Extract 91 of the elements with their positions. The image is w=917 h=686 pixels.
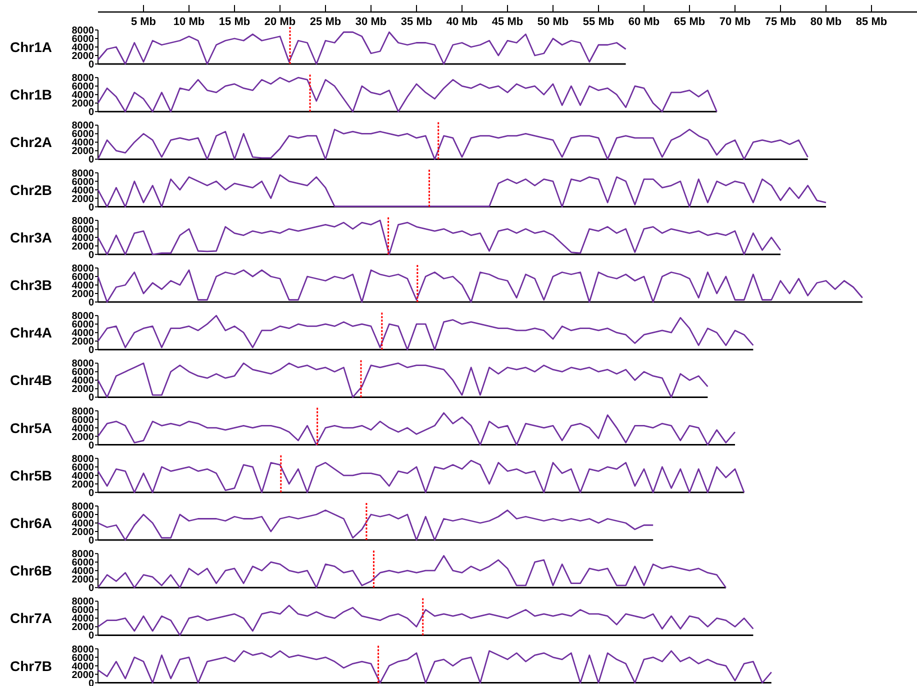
- line-series: [97, 76, 718, 112]
- y-tick-label: 6000: [72, 34, 94, 45]
- line-series: [97, 314, 754, 350]
- text: Chr3B: [10, 277, 52, 293]
- line-series: [97, 460, 745, 494]
- y-tick-label: 6000: [72, 224, 94, 236]
- y-tick-label: 4000: [72, 661, 94, 672]
- y-tick-label: 8000: [72, 168, 94, 180]
- text: Chr7B: [10, 658, 52, 674]
- x-tick-label: 60 Mb: [628, 16, 660, 28]
- line-series: [97, 555, 727, 588]
- line-series: [97, 31, 626, 65]
- line-series: [97, 362, 708, 398]
- y-tick-label: 8000: [72, 406, 94, 418]
- y-tick-label: 8000: [72, 264, 94, 274]
- line-series: [97, 128, 808, 160]
- text: Chr5A: [10, 420, 52, 436]
- y-tick-label: 4000: [72, 470, 94, 482]
- y-tick-label: 0: [88, 392, 94, 404]
- y-tick-label: 8000: [72, 26, 94, 36]
- y-tick-label: 0: [88, 630, 94, 642]
- y-tick-label: 2000: [72, 527, 94, 538]
- y-tick-label: 2000: [72, 670, 94, 681]
- x-tick-label: 30 Mb: [355, 16, 387, 28]
- text: Chr7A: [10, 610, 52, 626]
- y-tick-label: 6000: [72, 414, 94, 426]
- y-tick-label: 2000: [72, 51, 94, 62]
- y-tick-label: 6000: [72, 510, 94, 521]
- x-tick-label: 45 Mb: [492, 16, 524, 28]
- line-series: [97, 174, 827, 208]
- x-tick-label: 10 Mb: [173, 16, 205, 28]
- y-tick-label: 0: [88, 440, 94, 452]
- text: Chr2B: [10, 182, 52, 198]
- y-tick-label: 4000: [72, 42, 94, 54]
- y-tick-label: 2000: [72, 194, 94, 205]
- text: Chr4B: [10, 372, 52, 388]
- y-tick-label: 4000: [72, 185, 94, 196]
- y-tick-label: 4000: [72, 518, 94, 530]
- text: Chr5B: [10, 467, 52, 484]
- x-tick-label: 55 Mb: [582, 16, 614, 28]
- y-tick-label: 0: [88, 345, 94, 356]
- y-tick-label: 4000: [72, 280, 94, 292]
- y-tick-label: 0: [88, 154, 94, 166]
- x-tick-label: 25 Mb: [310, 16, 342, 28]
- line-series: [97, 650, 772, 684]
- y-tick-label: 0: [88, 298, 94, 308]
- y-tick-label: 0: [88, 583, 94, 594]
- text: Chr2A: [10, 134, 52, 150]
- y-tick-label: 0: [88, 202, 94, 214]
- y-tick-label: 0: [88, 107, 94, 118]
- line-series: [97, 269, 864, 303]
- y-tick-label: 0: [88, 60, 94, 70]
- line-series: [97, 412, 736, 446]
- x-tick-label: 40 Mb: [446, 16, 478, 28]
- y-tick-label: 2000: [72, 289, 94, 300]
- x-tick-label: 15 Mb: [218, 16, 250, 28]
- y-tick-label: 0: [88, 678, 94, 686]
- x-tick-label: 35 Mb: [400, 16, 432, 28]
- y-tick-label: 2000: [72, 241, 94, 252]
- text: Chr6B: [10, 562, 52, 579]
- x-tick-label: 5 Mb: [130, 16, 156, 28]
- y-tick-label: 8000: [72, 502, 94, 512]
- y-tick-label: 0: [88, 250, 94, 261]
- line-series: [97, 220, 782, 256]
- text: Chr1B: [10, 86, 52, 103]
- line-series: [97, 510, 654, 541]
- y-tick-label: 2000: [72, 479, 94, 490]
- x-tick-label: 50 Mb: [537, 16, 569, 28]
- y-tick-label: 8000: [72, 644, 94, 656]
- x-tick-label: 85 Mb: [856, 16, 888, 28]
- y-tick-label: 0: [88, 488, 94, 499]
- y-tick-label: 0: [88, 536, 94, 546]
- text: Chr1A: [10, 39, 52, 55]
- text: Chr6A: [10, 515, 52, 531]
- line-series: [97, 604, 754, 636]
- y-tick-label: 6000: [72, 652, 94, 664]
- x-tick-label: 70 Mb: [719, 16, 751, 28]
- x-tick-label: 65 Mb: [674, 16, 706, 28]
- x-tick-label: 75 Mb: [764, 16, 796, 28]
- y-tick-label: 6000: [72, 462, 94, 474]
- y-tick-label: 4000: [72, 232, 94, 244]
- y-tick-label: 6000: [72, 176, 94, 188]
- x-tick-label: 20 Mb: [264, 16, 296, 28]
- y-tick-label: 2000: [72, 432, 94, 443]
- text: Chr4A: [10, 324, 52, 341]
- y-tick-label: 8000: [72, 216, 94, 227]
- x-tick-label: 80 Mb: [810, 16, 842, 28]
- text: Chr3A: [10, 229, 52, 246]
- y-tick-label: 6000: [72, 272, 94, 283]
- y-tick-label: 8000: [72, 454, 94, 465]
- y-tick-label: 4000: [72, 423, 94, 434]
